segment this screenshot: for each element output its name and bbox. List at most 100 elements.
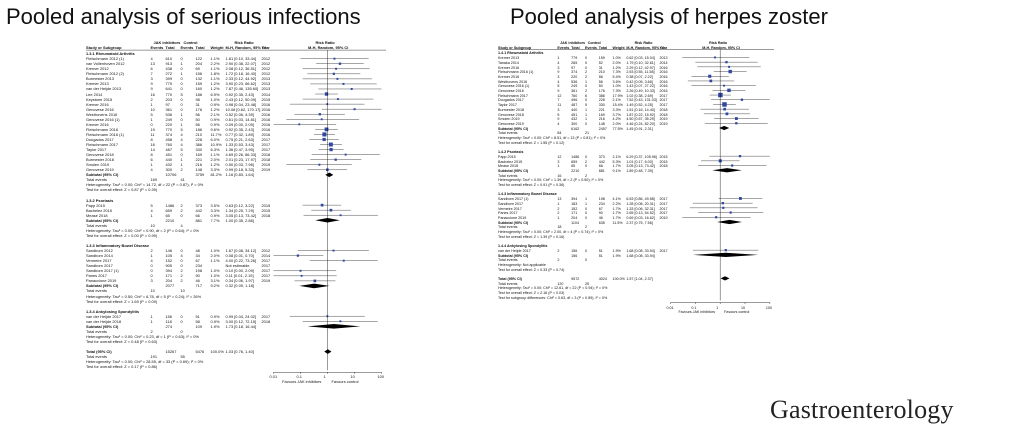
cell-name: Total events: [86, 288, 107, 294]
cell-name: Subtotal (95% CI): [498, 126, 529, 131]
cell-e1: 5: [557, 112, 560, 117]
favours-right-label: Favours control: [331, 379, 359, 385]
cell-e2: 0: [180, 258, 183, 264]
cell-name: 1.3.3 Inflammatory Bowel Disease: [86, 243, 149, 248]
cell-e1: 2: [557, 206, 560, 211]
cell-t1: 152: [571, 206, 578, 211]
cell-ci: 4.00 [0.22, 73.26]: [225, 258, 257, 264]
point-estimate: [342, 82, 345, 85]
point-estimate: [326, 103, 329, 106]
pooled-diamond: [712, 168, 742, 173]
cell-name: Total events: [498, 225, 518, 230]
cell-e1: 0: [150, 263, 153, 269]
point-estimate: [738, 154, 742, 158]
cell-year: 2013: [261, 86, 271, 92]
cell-name: Keystone 2015: [86, 96, 113, 102]
cell-t2: 3759: [195, 172, 205, 178]
cell-t2: 51: [598, 253, 603, 258]
cell-t2: 386: [195, 142, 203, 147]
cell-name: Tanaka 2014: [498, 60, 519, 65]
cell-t1: 97: [571, 65, 576, 70]
cell-w: 2.0%: [612, 60, 621, 65]
x-tick-label: 10: [741, 305, 746, 310]
cell-ci: 3.90 [0.23, 66.62]: [225, 81, 257, 87]
cell-name: van der Heijde 2017: [86, 313, 122, 319]
row-subtotal: Subtotal (95% CI) 10706 3759 81.2% 1.16 [0.8…: [86, 172, 386, 177]
table-row: Genovese 2016 (1) 1 249 0 50 0.9% 0.61 [0.03, …: [86, 117, 386, 122]
cell-ci: 0.08 [0.01, 0.70]: [225, 253, 254, 259]
cell-name: Genovese 2016: [86, 106, 114, 112]
cell-e1: 84: [557, 131, 562, 136]
cell-e1: 2: [557, 211, 560, 216]
table-row: Vermeire 2017 2 152 0 67 1.7% 1.33 [0.06, 32.3…: [498, 206, 774, 211]
cell-e2: 2: [180, 278, 183, 284]
cell-name: van der Heijde 2017: [498, 248, 531, 253]
cell-name: Total events: [498, 258, 518, 263]
cell-year: 2017: [659, 248, 668, 253]
cell-year: 2016: [261, 116, 271, 122]
cell-e1: 8: [150, 152, 153, 158]
cell-name: Sandborn 2012: [86, 248, 113, 254]
cell-year: 2017: [659, 93, 668, 98]
cell-name: van der Heijde 2013: [86, 86, 122, 92]
cell-ci: 0.10 [0.00, 2.09]: [225, 268, 254, 274]
cell-e2: 0: [180, 96, 183, 102]
cell-t1: 536: [165, 111, 173, 117]
point-estimate: [727, 88, 731, 93]
cell-e1: 2: [150, 248, 153, 254]
table-row: Papp 2015 5 1486 2 373 3.5% 0.63 [0.12, 3.22] 2…: [86, 203, 386, 208]
cell-year: 2017: [659, 201, 668, 206]
header-rr2: Risk Ratio: [709, 41, 728, 45]
table-header: Study or Subgroup Events Total Events Total W…: [498, 45, 774, 50]
cell-year: 2016: [659, 65, 668, 70]
table-row: Keystone 2015 2 203 0 98 1.0% 2.43 [0.12, 50.0…: [86, 97, 386, 102]
cell-e2: 0: [584, 98, 587, 103]
cell-w: 100.0%: [612, 277, 625, 281]
cell-e1: 2: [557, 248, 560, 253]
table-row: Mease 2018 1 65 0 66 1.7% 3.05 [0.13, 73.42] 20…: [498, 163, 774, 168]
cell-t2: 69: [195, 66, 200, 72]
cell-ci: 1.34 [0.25, 7.29]: [225, 207, 254, 213]
cell-year: 2015: [659, 159, 668, 164]
row-text: Total events 169 41: [86, 177, 386, 182]
point-estimate: [350, 87, 353, 90]
header-ci: M-H, Random, 95% CI: [626, 45, 664, 50]
cell-e1: 6: [150, 157, 153, 163]
point-estimate: [734, 117, 738, 120]
cell-ci: 1.87 [0.22, 15.92]: [626, 112, 655, 117]
cell-ci: 1.43 [0.07, 27.22]: [626, 84, 655, 89]
cell-e2: 0: [180, 328, 183, 334]
point-estimate: [728, 69, 732, 74]
cell-e1: 4: [150, 56, 153, 62]
cell-year: 2012: [261, 71, 271, 77]
cell-name: Subtotal (95% CI): [86, 283, 119, 289]
table-row: Fleischmann 2016 (1) 11 374 4 210 11.7% 0.77 […: [86, 132, 386, 137]
cell-t2: 67: [598, 206, 603, 211]
cell-year: 2018: [659, 107, 668, 112]
cell-t1: 220: [571, 74, 578, 79]
cell-name: Heterogeneity: Tau² = 0.50; Chi² = 6.78,…: [86, 293, 202, 299]
row-text: Total events 10 10: [86, 288, 386, 293]
cell-w: 1.8%: [210, 71, 220, 77]
table-row: Genovese 2016 (1) 5 249 0 50 1.0% 1.43 [0.07, …: [498, 83, 774, 88]
cell-t1: 171: [165, 273, 173, 279]
cell-e2: 5: [584, 103, 587, 108]
cell-w: 2.2%: [612, 201, 621, 206]
cell-t2: 50: [598, 84, 603, 89]
cell-e2: 2: [584, 173, 587, 178]
cell-ci: 1.16 [0.83, 1.64]: [225, 172, 254, 178]
cell-ci: 0.99 [0.04, 24.02]: [225, 313, 257, 319]
cell-year: 2017: [261, 258, 271, 264]
table-row: Sandborn 2017 (1) 13 394 1 198 4.1% 6.53 [0.86…: [498, 196, 774, 201]
row-text: Heterogeneity: Tau² = 0.00; Chi² = 2.00,…: [498, 229, 774, 234]
cell-year: 2016: [659, 74, 668, 79]
cell-e1: 9: [557, 117, 560, 122]
row-subtotal: Subtotal (95% CI) 2210 881 9.1% 1.89 [0.48, …: [498, 168, 774, 173]
cell-e2: 0: [180, 318, 183, 324]
cell-year: 2013: [261, 76, 271, 82]
table-row: Genovese 2018 5 451 1 169 3.7% 1.87 [0.22, 15.…: [498, 112, 774, 117]
table-row: Bachelez 2015 4 659 2 442 3.3% 1.34 [0.25, 7.2…: [86, 208, 386, 213]
cell-name: Panes 2017: [86, 273, 107, 279]
cell-e1: 2: [150, 96, 153, 102]
cell-name: Test for overall effect: Z = 0.91 (P = 0…: [498, 183, 565, 187]
